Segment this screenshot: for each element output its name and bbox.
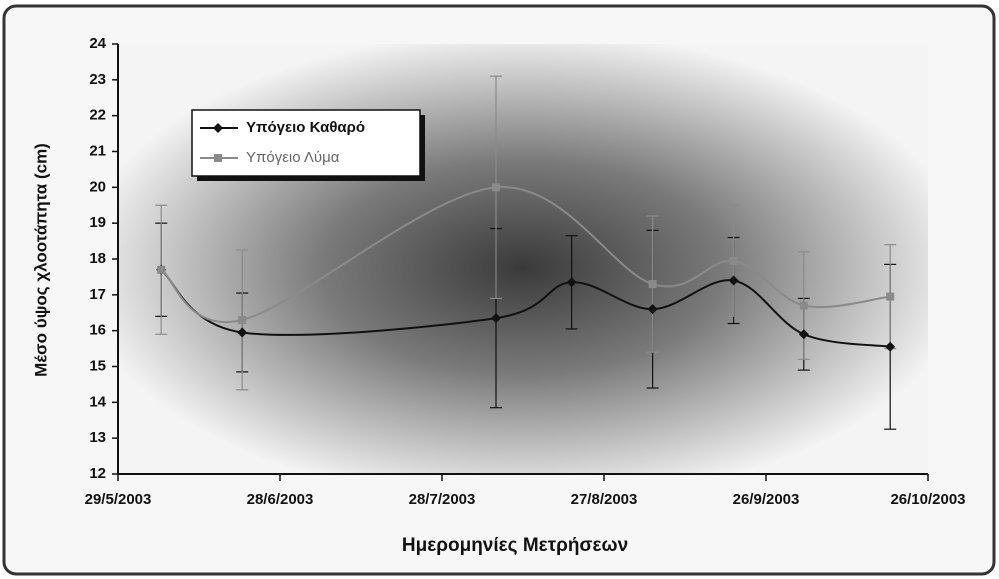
marker: [647, 304, 658, 315]
plot-background: [118, 44, 928, 474]
y-tick-label: 19: [89, 214, 106, 231]
series-line: [160, 268, 891, 348]
marker: [799, 301, 808, 310]
y-tick-label: 15: [89, 357, 106, 374]
y-tick-label: 20: [89, 178, 106, 195]
y-tick-label: 13: [89, 429, 106, 446]
x-tick-label: 26/9/2003: [733, 491, 800, 508]
y-tick-label: 23: [89, 71, 106, 88]
marker: [238, 315, 247, 324]
y-tick-label: 12: [89, 465, 106, 482]
marker: [566, 277, 577, 288]
marker: [237, 327, 248, 338]
legend-marker: [214, 154, 222, 162]
marker: [648, 280, 657, 289]
y-tick-label: 22: [89, 107, 106, 124]
x-tick-label: 28/7/2003: [409, 491, 476, 508]
marker: [886, 292, 895, 301]
marker: [157, 265, 166, 274]
marker: [729, 256, 738, 265]
marker: [885, 341, 896, 352]
y-tick-label: 14: [89, 393, 106, 410]
y-tick-label: 16: [89, 322, 106, 339]
marker: [728, 275, 739, 286]
legend-box: [191, 109, 421, 177]
y-axis-label: Μέσο ύψος χλοοτάπητα (cm): [31, 143, 50, 377]
x-tick-label: 28/6/2003: [247, 491, 314, 508]
marker: [798, 329, 809, 340]
y-tick-label: 21: [89, 142, 106, 159]
marker: [492, 183, 500, 192]
x-tick-label: 29/5/2003: [85, 491, 152, 508]
x-tick-label: 27/8/2003: [571, 491, 638, 508]
x-axis-label: Ημερομηνίες Μετρήσεων: [402, 535, 628, 556]
legend-label: Υπόγειο Λύμα: [246, 149, 340, 166]
legend-marker: [213, 123, 223, 133]
y-tick-label: 24: [89, 35, 106, 52]
legend-label: Υπόγειο Καθαρό: [246, 119, 365, 136]
marker: [491, 313, 501, 324]
x-tick-label: 26/10/2003: [890, 491, 965, 508]
y-tick-label: 18: [89, 250, 106, 267]
y-tick-label: 17: [89, 286, 106, 303]
